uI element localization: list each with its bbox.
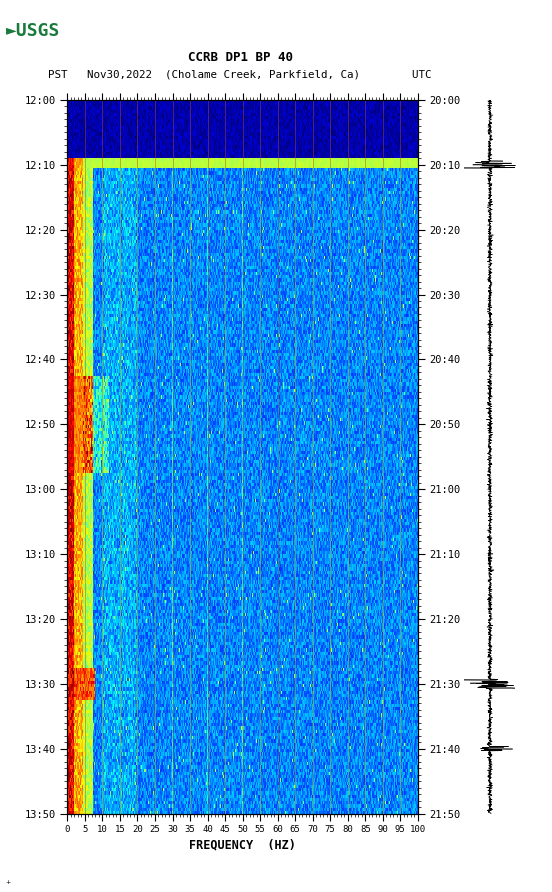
Text: ⁺: ⁺ bbox=[6, 880, 11, 889]
Text: PST   Nov30,2022  (Cholame Creek, Parkfield, Ca)        UTC: PST Nov30,2022 (Cholame Creek, Parkfield… bbox=[49, 70, 432, 80]
Text: CCRB DP1 BP 40: CCRB DP1 BP 40 bbox=[188, 52, 293, 64]
X-axis label: FREQUENCY  (HZ): FREQUENCY (HZ) bbox=[189, 838, 296, 852]
Text: ►USGS: ►USGS bbox=[6, 22, 60, 40]
